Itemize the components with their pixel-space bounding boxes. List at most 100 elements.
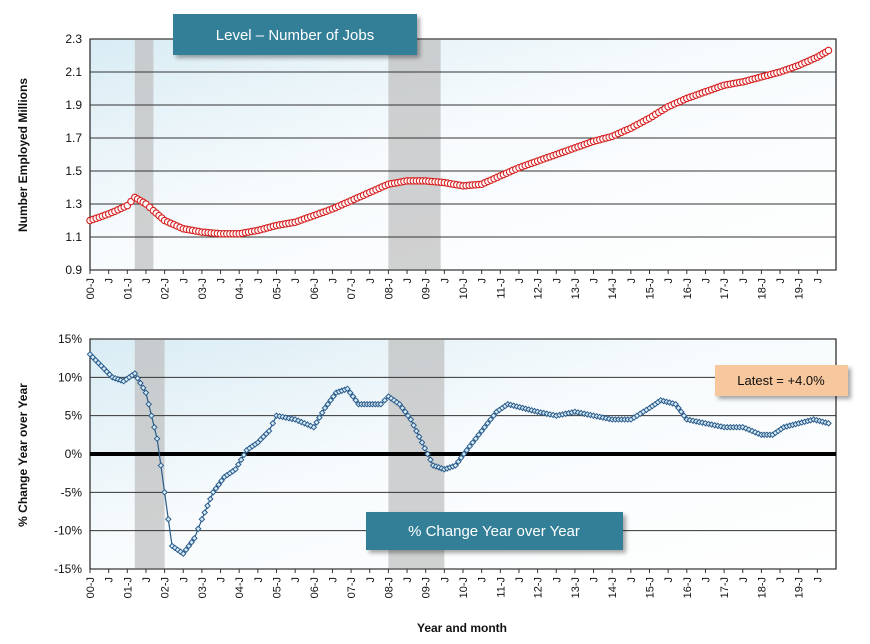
x-tick-label: 18-J	[756, 278, 768, 299]
data-point	[487, 416, 494, 423]
x-tick-label: J	[327, 577, 339, 583]
y-tick-label: -5%	[61, 485, 83, 499]
x-tick-label: 09-J	[421, 577, 433, 598]
data-point	[188, 538, 195, 546]
y-tick-label: 15%	[58, 332, 82, 346]
x-tick-label: 19-J	[794, 278, 806, 299]
y-axis-title-bottom: % Change Year over Year	[16, 383, 30, 527]
data-point	[206, 495, 214, 503]
data-point	[346, 389, 354, 397]
x-tick-label: 05-J	[272, 577, 284, 598]
x-tick-label: J	[253, 278, 265, 284]
data-point	[751, 428, 759, 436]
y-tick-label: 2.3	[65, 32, 82, 46]
x-tick-label: 13-J	[570, 577, 582, 598]
x-tick-label: J	[551, 278, 563, 284]
x-tick-label: 19-J	[794, 577, 806, 598]
x-tick-label: 17-J	[719, 577, 731, 598]
y-tick-label: 0%	[65, 447, 83, 461]
x-tick-label: J	[104, 278, 116, 284]
x-tick-label: 10-J	[458, 577, 470, 598]
title-box-top: Level – Number of Jobs	[173, 14, 417, 55]
data-point	[824, 46, 833, 55]
data-point	[232, 465, 239, 473]
data-point	[466, 442, 474, 450]
data-point	[387, 395, 395, 402]
y-tick-label: 5%	[65, 409, 83, 423]
x-tick-label: J	[290, 278, 302, 284]
x-tick-label: 15-J	[645, 278, 657, 299]
x-tick-label: 13-J	[570, 278, 582, 299]
x-tick-label: 17-J	[719, 278, 731, 299]
y-tick-label: 0.9	[65, 263, 82, 277]
x-tick-label: J	[663, 577, 675, 583]
x-tick-label: 07-J	[346, 577, 358, 598]
x-tick-label: 01-J	[122, 278, 134, 299]
x-tick-label: J	[775, 577, 787, 583]
data-point	[404, 412, 412, 420]
data-point	[212, 485, 220, 492]
chart-bottom: 15% 10% 5% 0% -5% -10% -15% 00-J J 01-J J 02-J J 03-…	[16, 332, 848, 635]
x-tick-label: J	[775, 278, 787, 284]
chart-title-bottom: % Change Year over Year	[408, 523, 580, 540]
data-point	[265, 427, 273, 435]
data-point	[139, 384, 147, 392]
x-tick-label: J	[253, 577, 265, 583]
x-tick-label: J	[514, 278, 526, 284]
data-point	[742, 425, 750, 432]
x-tick-label: J	[477, 278, 489, 284]
latest-annotation-bg	[715, 365, 848, 396]
x-tick-label: J	[812, 577, 824, 583]
data-point	[291, 416, 299, 423]
x-tick-label: J	[477, 577, 489, 583]
x-tick-label: 16-J	[682, 278, 694, 299]
x-tick-label: 05-J	[272, 278, 284, 299]
data-point	[148, 412, 155, 420]
x-tick-label: J	[178, 278, 190, 284]
data-point	[421, 444, 429, 452]
data-point	[310, 423, 318, 431]
x-tick-label: J	[663, 278, 675, 284]
data-point	[318, 409, 326, 417]
data-point	[316, 414, 323, 421]
x-tick-label: 00-J	[85, 577, 97, 598]
x-tick-label: 10-J	[458, 278, 470, 299]
data-point	[304, 421, 311, 428]
data-point	[490, 412, 497, 420]
y-tick-label: -15%	[54, 562, 82, 576]
x-tick-label: J	[439, 278, 451, 284]
data-point	[164, 515, 172, 523]
data-point	[457, 454, 465, 462]
recession-band	[388, 39, 441, 270]
data-point	[675, 404, 682, 412]
chart-title-top: Level – Number of Jobs	[216, 27, 374, 44]
data-point	[478, 427, 486, 435]
x-tick-label: 02-J	[160, 577, 172, 598]
x-tick-label: 04-J	[234, 577, 246, 598]
x-tick-label: 14-J	[607, 278, 619, 299]
data-point	[475, 431, 483, 439]
data-point	[381, 396, 389, 404]
x-tick-label: 14-J	[607, 577, 619, 598]
data-point	[142, 389, 150, 397]
x-tick-label: J	[514, 577, 526, 583]
x-tick-label: J	[589, 577, 601, 583]
data-point	[672, 400, 679, 408]
x-tick-label: 15-J	[645, 577, 657, 598]
title-box-bottom: % Change Year over Year	[366, 512, 623, 550]
data-point	[161, 488, 168, 496]
data-point	[269, 419, 277, 427]
data-point	[454, 458, 462, 466]
x-tick-label: J	[402, 577, 414, 583]
data-point	[352, 396, 360, 404]
y-tick-label: 1.1	[65, 230, 82, 244]
y-tick-label: 10%	[58, 370, 82, 384]
data-point	[134, 374, 141, 382]
x-tick-label: 04-J	[234, 278, 246, 299]
x-tick-label: 06-J	[309, 278, 321, 299]
y-tick-label: 1.9	[65, 98, 82, 112]
y-tick-label: 2.1	[65, 65, 82, 79]
data-point	[460, 450, 468, 458]
data-point	[377, 400, 385, 408]
